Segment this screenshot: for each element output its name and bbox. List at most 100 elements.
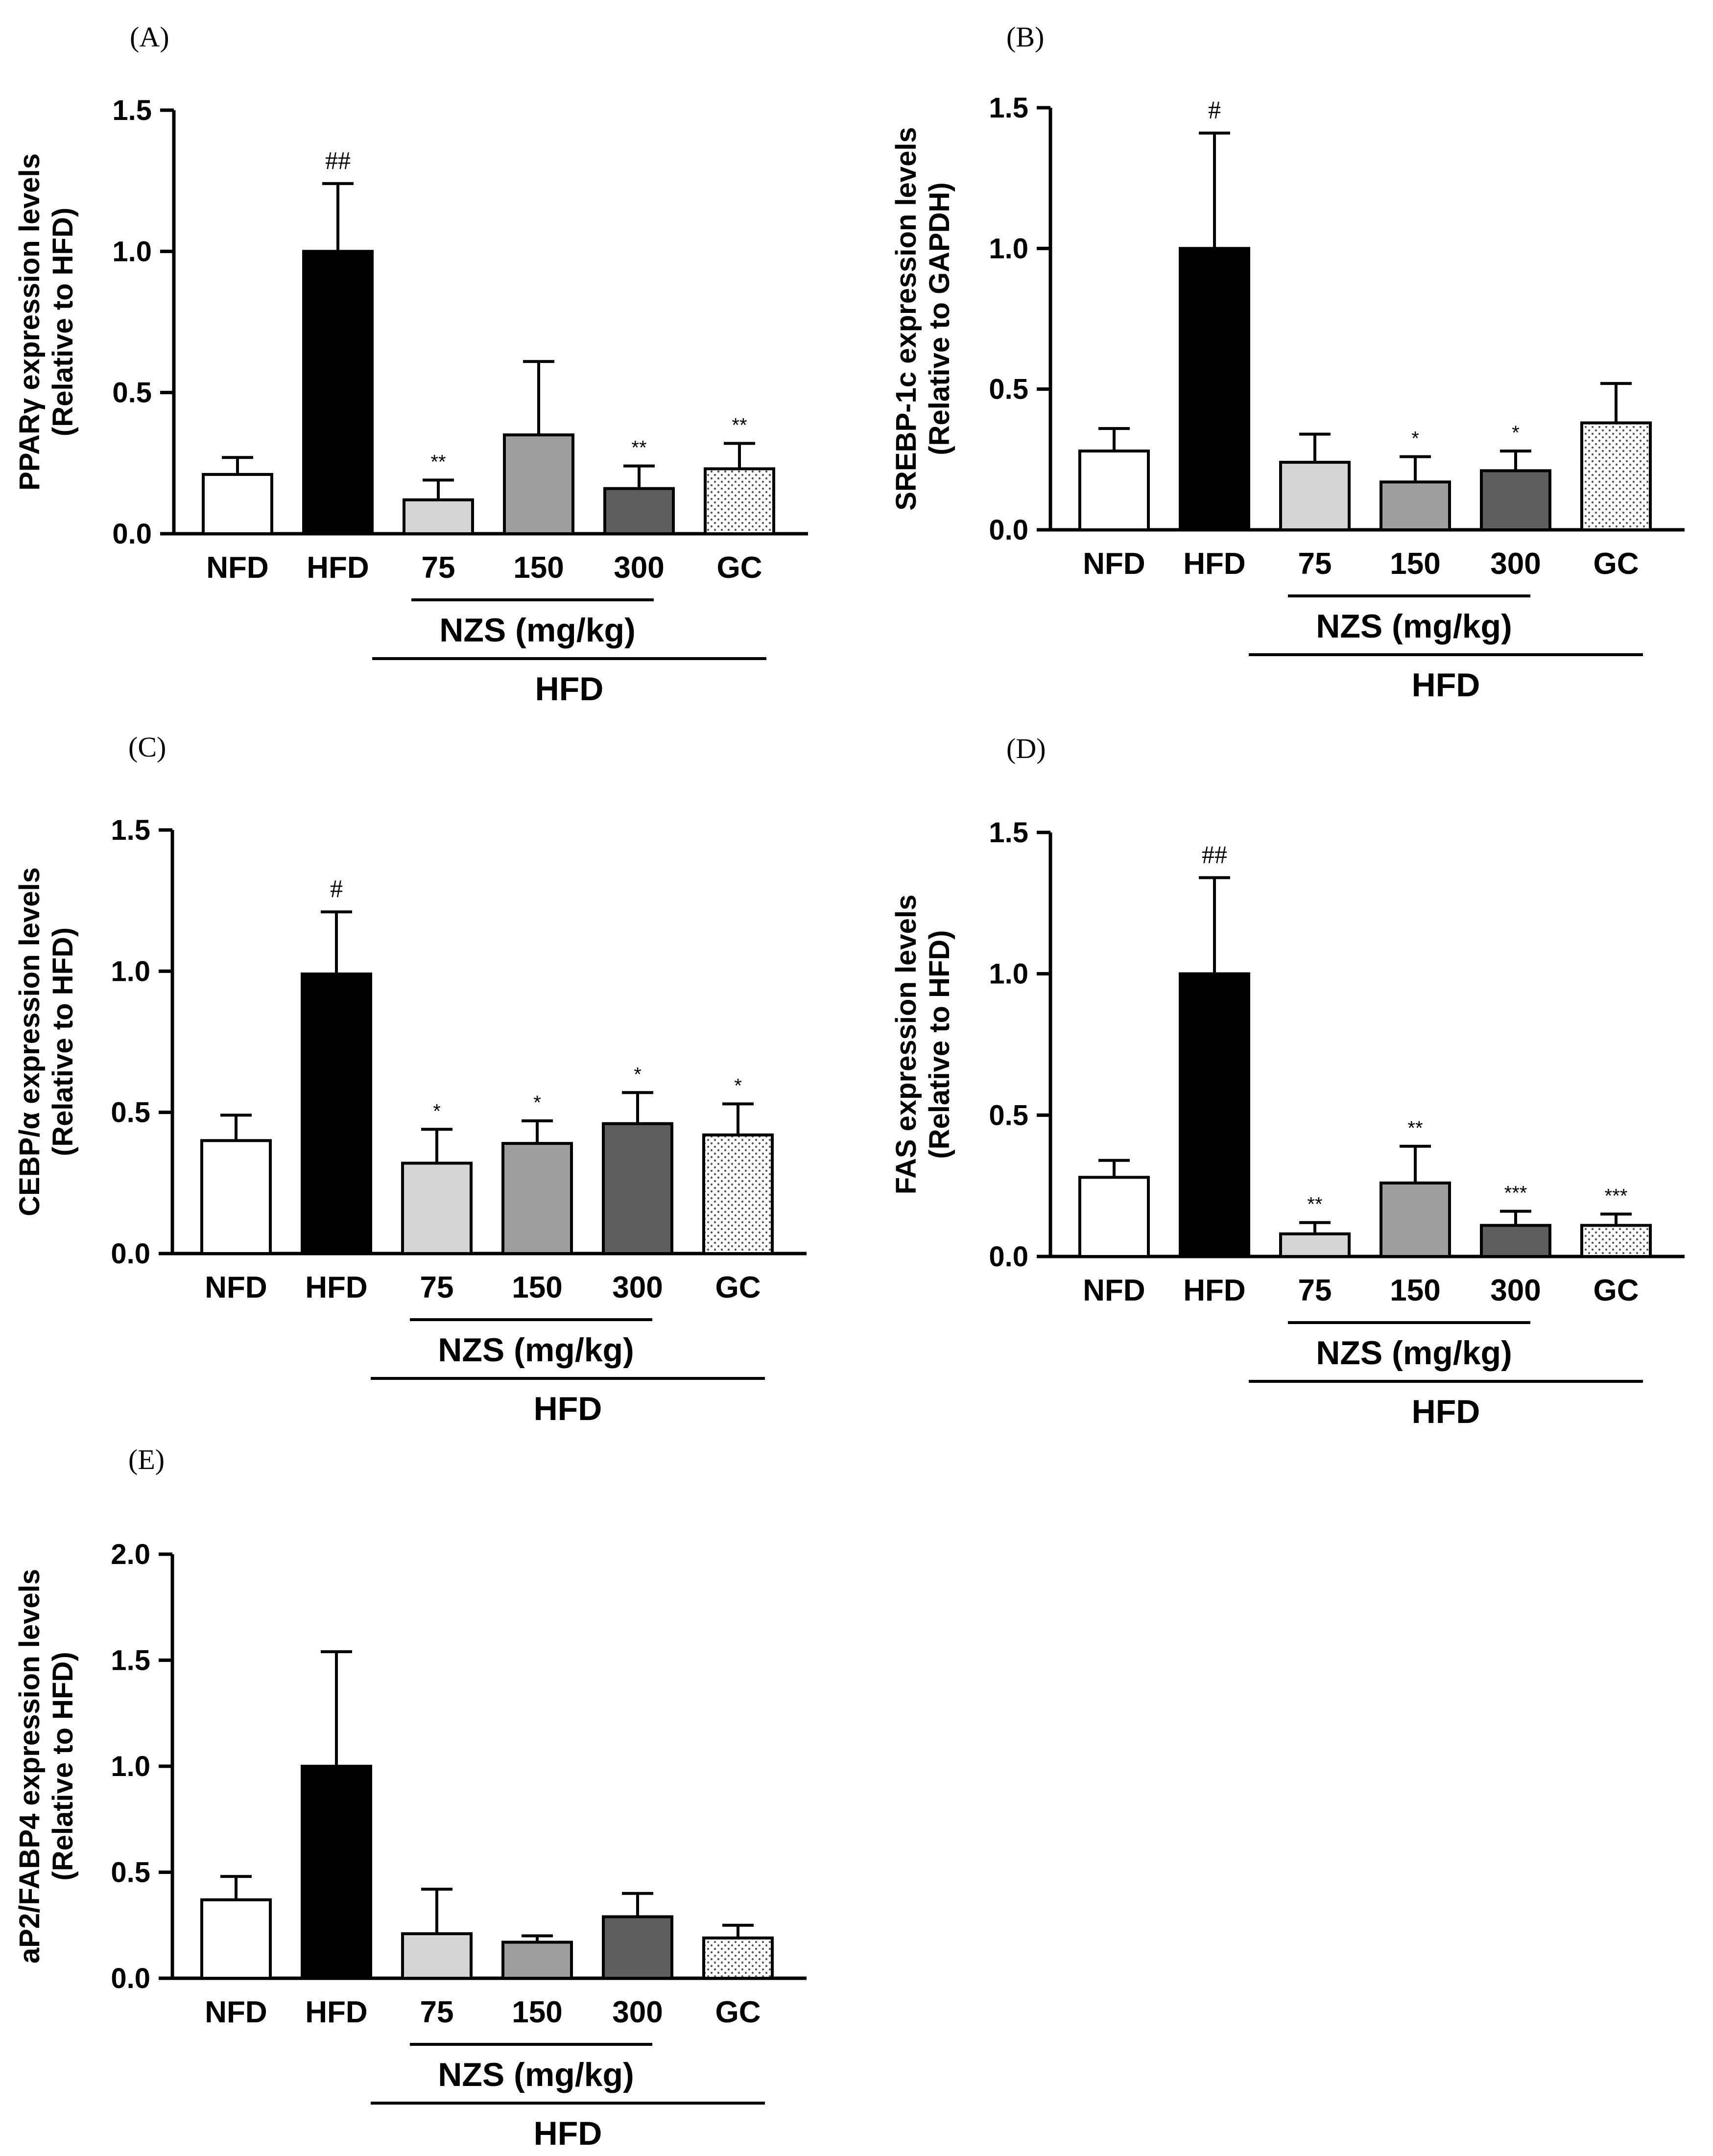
chart-panel: (E) 0.0 0.5 1.0 1.5 2.0 aP2/FABP4 expression l… [14, 1444, 807, 2152]
bar-gc [1580, 421, 1652, 531]
x-tick-label: NFD [206, 551, 268, 585]
y-tick-label: 0.0 [989, 1241, 1028, 1273]
x-tick-label: NFD [205, 1271, 267, 1304]
panel-letter: (C) [128, 731, 166, 763]
outer-label: HFD [534, 2115, 602, 2152]
y-axis-label: (Relative to HFD) [47, 1652, 79, 1880]
significance-mark: ** [631, 437, 646, 459]
y-axis-label: FAS expression levels [890, 895, 922, 1195]
significance-mark: ** [1407, 1117, 1423, 1139]
outer-label: HFD [1412, 1393, 1480, 1430]
y-tick-label: 1.0 [989, 958, 1028, 990]
y-tick-label: 1.5 [989, 817, 1028, 849]
bar-75 [1279, 461, 1351, 532]
x-tick-label: 300 [1490, 1274, 1541, 1307]
bar-300 [602, 1122, 673, 1256]
significance-mark: # [1208, 96, 1221, 124]
bar-hfd [301, 1765, 372, 1980]
y-tick-label: 0.5 [989, 1099, 1028, 1131]
x-tick-label: 300 [612, 1271, 663, 1304]
group-label: NZS (mg/kg) [439, 612, 635, 649]
bar-150 [503, 433, 574, 536]
bar-hfd [1179, 247, 1250, 532]
panel-letter: (E) [128, 1444, 165, 1475]
y-tick-label: 1.5 [989, 92, 1028, 124]
x-tick-label: 150 [1390, 1274, 1440, 1307]
y-tick-label: 0.0 [111, 1963, 150, 1994]
significance-mark: ** [430, 451, 446, 473]
bar-gc [702, 1936, 774, 1980]
y-tick-label: 0.0 [112, 518, 152, 550]
significance-mark: *** [1504, 1183, 1527, 1204]
bar-150 [501, 1142, 573, 1256]
bar-75 [1279, 1232, 1351, 1258]
bar-nfd [1078, 1176, 1150, 1258]
bar-300 [602, 1915, 673, 1980]
panel-letter: (A) [130, 21, 169, 53]
bar-150 [501, 1941, 573, 1980]
significance-mark: * [1512, 422, 1520, 444]
bar-300 [1480, 1224, 1551, 1258]
y-tick-label: 1.5 [111, 814, 150, 846]
y-axis-label: (Relative to HFD) [47, 208, 79, 436]
y-axis-label: (Relative to HFD) [47, 927, 79, 1156]
significance-mark: * [734, 1075, 742, 1096]
y-tick-label: 0.5 [111, 1857, 150, 1889]
bar-nfd [202, 473, 273, 536]
y-tick-label: 1.0 [111, 955, 150, 987]
bar-75 [401, 1161, 473, 1255]
bar-nfd [200, 1139, 272, 1255]
x-tick-label: HFD [307, 551, 369, 585]
y-tick-label: 1.0 [112, 236, 152, 267]
y-tick-label: 0.5 [989, 374, 1028, 405]
y-tick-label: 1.5 [112, 95, 152, 126]
x-tick-label: 300 [612, 1995, 663, 2029]
significance-mark: # [330, 875, 343, 903]
significance-mark: ** [1307, 1194, 1322, 1215]
x-tick-label: GC [717, 551, 762, 585]
x-tick-label: GC [715, 1995, 761, 2029]
x-tick-label: GC [715, 1271, 761, 1304]
x-tick-label: 75 [1298, 547, 1332, 581]
bar-300 [603, 487, 675, 536]
significance-mark: ## [325, 147, 351, 175]
panel-letter: (B) [1006, 21, 1044, 53]
x-tick-label: 300 [1490, 547, 1541, 581]
bar-150 [1380, 1181, 1451, 1258]
bar-gc [1580, 1224, 1652, 1258]
bar-nfd [200, 1898, 272, 1980]
significance-mark: *** [1605, 1185, 1628, 1207]
group-label: NZS (mg/kg) [438, 1331, 634, 1369]
significance-mark: * [634, 1064, 642, 1085]
bar-150 [1380, 480, 1451, 531]
x-tick-label: HFD [305, 1271, 367, 1304]
chart-panel: (D) 0.0 0.5 1.0 1.5 FAS expression levels (Rel… [890, 733, 1685, 1430]
significance-mark: * [533, 1092, 541, 1114]
x-tick-label: 150 [512, 1271, 562, 1304]
y-axis-label: (Relative to GAPDH) [924, 182, 955, 455]
chart-panel: (C) 0.0 0.5 1.0 1.5 CEBP/α expression levels(… [14, 731, 807, 1427]
group-label: NZS (mg/kg) [1316, 608, 1512, 645]
y-tick-label: 0.5 [112, 377, 152, 409]
significance-mark: * [433, 1100, 441, 1122]
y-tick-label: 0.5 [111, 1097, 150, 1129]
x-tick-label: GC [1594, 547, 1639, 581]
group-label: NZS (mg/kg) [1316, 1334, 1512, 1372]
y-tick-label: 0.0 [989, 514, 1028, 546]
bar-nfd [1078, 450, 1150, 531]
bar-gc [704, 467, 775, 535]
x-tick-label: 150 [513, 551, 564, 585]
bar-hfd [302, 250, 374, 535]
outer-label: HFD [534, 1390, 602, 1427]
y-tick-label: 1.5 [111, 1645, 150, 1677]
panel-letter: (D) [1006, 733, 1046, 764]
y-axis-label: SREBP-1c expression levels [890, 127, 922, 510]
x-tick-label: NFD [205, 1995, 267, 2029]
x-tick-label: HFD [1183, 547, 1245, 581]
bar-300 [1480, 469, 1551, 532]
significance-mark: * [1411, 428, 1419, 450]
x-tick-label: 300 [614, 551, 664, 585]
x-tick-label: 75 [1298, 1274, 1332, 1307]
y-tick-label: 1.0 [111, 1751, 150, 1782]
bar-hfd [301, 972, 372, 1255]
